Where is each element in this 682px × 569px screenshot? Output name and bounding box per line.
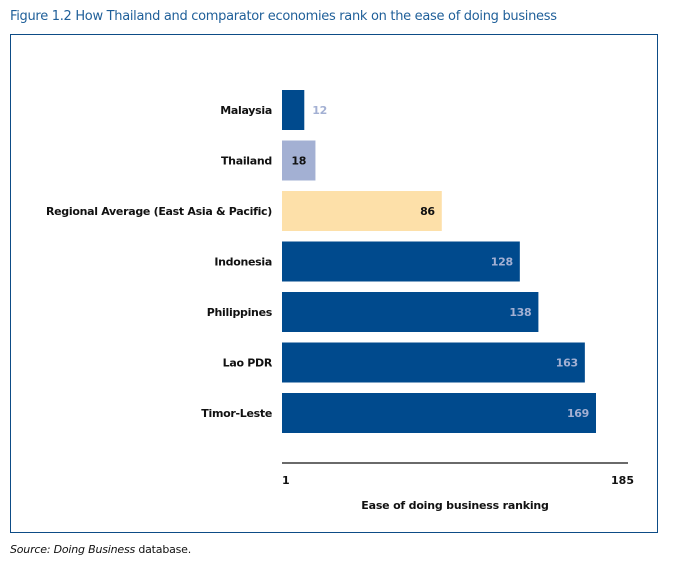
bar-timor-leste <box>282 393 596 433</box>
x-axis-title: Ease of doing business ranking <box>361 499 548 512</box>
category-label: Lao PDR <box>223 357 273 370</box>
value-label: 18 <box>291 155 306 168</box>
bar-indonesia <box>282 241 520 282</box>
value-labels-group: 12 18 86 128 138 163 169 <box>291 104 589 420</box>
value-label: 128 <box>491 256 513 269</box>
value-label: 12 <box>312 104 327 117</box>
source-note: Source: Doing Business database. <box>10 543 191 556</box>
bars-group <box>282 90 596 433</box>
category-label: Philippines <box>207 306 273 319</box>
source-prefix: Source: Doing Business <box>10 543 136 556</box>
bar-thailand <box>282 140 316 181</box>
category-label: Malaysia <box>220 104 272 117</box>
value-label: 86 <box>420 205 435 218</box>
chart-frame <box>10 34 658 533</box>
category-label: Timor-Leste <box>201 407 272 420</box>
category-label: Regional Average (East Asia & Pacific) <box>46 205 272 218</box>
category-label: Indonesia <box>214 256 272 269</box>
category-label: Thailand <box>221 155 272 168</box>
figure-title: Figure 1.2 How Thailand and comparator e… <box>10 9 557 24</box>
value-label: 169 <box>567 407 589 420</box>
value-label: 138 <box>509 306 531 319</box>
category-labels-group: Malaysia Thailand Regional Average (East A… <box>46 104 273 420</box>
bar-lao-pdr <box>282 342 585 383</box>
source-suffix: database. <box>135 543 192 556</box>
bar-malaysia <box>282 90 305 130</box>
x-tick-label-max: 185 <box>611 474 634 487</box>
x-tick-label-min: 1 <box>282 474 290 487</box>
bar-philippines <box>282 292 539 332</box>
value-label: 163 <box>556 357 578 370</box>
bar-regional-average-east-asia-pacific <box>282 191 442 231</box>
